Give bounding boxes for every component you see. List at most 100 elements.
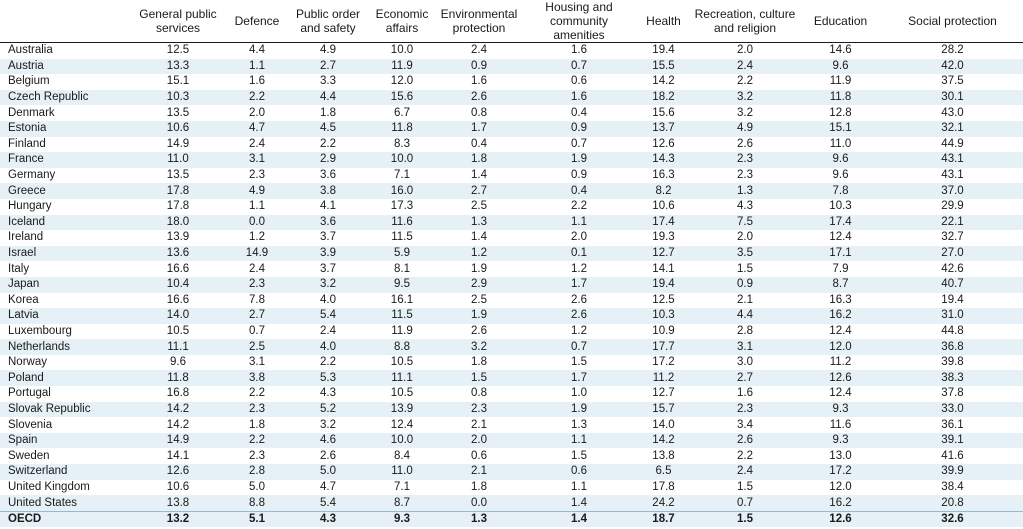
country-cell: Ireland [8, 231, 44, 244]
value-cell: 1.4 [522, 510, 636, 528]
value-cell: 11.6 [368, 214, 436, 231]
value-cell: 0.1 [522, 245, 636, 262]
value-cell: 2.0 [249, 106, 265, 119]
table-row: Slovak Republic 14.2 2.3 5.2 13.9 2.3 1.9 15.7 2… [0, 401, 1023, 418]
value-cell: 2.6 [737, 137, 753, 150]
value-cell: 10.3 [130, 89, 226, 106]
value-cell: 10.6 [652, 200, 675, 213]
value-cell: 4.9 [691, 120, 799, 137]
country-cell: Belgium [8, 75, 50, 88]
country-cell: Italy [8, 262, 30, 275]
value-cell: 0.6 [471, 449, 487, 462]
value-cell: 10.6 [130, 120, 226, 137]
table-row: Iceland 18.0 0.0 3.6 11.6 1.3 1.1 17.4 7.5 17.4 22… [0, 214, 1023, 231]
value-cell: 13.9 [368, 401, 436, 418]
value-cell: 2.9 [288, 152, 368, 168]
value-cell: 1.0 [571, 387, 587, 400]
value-cell: 1.8 [249, 418, 265, 431]
value-cell: 39.8 [941, 356, 964, 369]
value-cell: 2.7 [288, 58, 368, 75]
table-row: Portugal 16.8 2.2 4.3 10.5 0.8 1.0 12.7 1.6 12.4 3… [0, 386, 1023, 402]
value-cell: 0.0 [436, 495, 522, 512]
value-cell: 1.5 [436, 370, 522, 387]
value-cell: 2.0 [737, 44, 753, 57]
value-cell: 8.7 [368, 495, 436, 512]
value-cell: 7.5 [691, 214, 799, 231]
country-cell: Finland [8, 137, 46, 150]
value-cell: 4.9 [320, 44, 336, 57]
value-cell: 4.7 [226, 120, 288, 137]
value-cell: 32.1 [882, 120, 1023, 137]
value-cell: 14.9 [130, 432, 226, 449]
value-cell: 11.2 [829, 356, 852, 369]
value-cell: 10.5 [390, 356, 414, 369]
value-cell: 16.1 [390, 293, 414, 306]
value-cell: 3.1 [249, 356, 265, 369]
value-cell: 3.7 [320, 231, 336, 244]
value-cell: 16.3 [829, 293, 852, 306]
value-cell: 38.4 [941, 480, 964, 493]
value-cell: 37.5 [941, 75, 964, 88]
value-cell: 1.9 [522, 401, 636, 418]
value-cell: 2.5 [226, 339, 288, 355]
table-row: Estonia 10.6 4.7 4.5 11.8 1.7 0.9 13.7 4.9 15.1 32… [0, 120, 1023, 137]
table-row: Luxembourg 10.5 0.7 2.4 11.9 2.6 1.2 10.9 2.8 12.… [0, 324, 1023, 340]
value-cell: 15.1 [799, 120, 882, 137]
header-housing-and-community-amenities: Housing and community amenities [522, 0, 636, 43]
value-cell: 43.1 [941, 169, 964, 182]
value-cell: 12.6 [652, 137, 675, 150]
value-cell: 1.2 [249, 231, 265, 244]
value-cell: 7.1 [394, 169, 410, 182]
table-row: Spain 14.9 2.2 4.6 10.0 2.0 1.1 14.2 2.6 9.3 39.1 [0, 432, 1023, 449]
country-cell: Poland [0, 370, 130, 387]
value-cell: 12.0 [390, 75, 414, 88]
country-cell: Latvia [0, 308, 130, 324]
table-row: United States 13.8 8.8 5.4 8.7 0.0 1.4 24.2 0.7 1… [0, 495, 1023, 512]
country-cell: Austria [0, 58, 130, 75]
value-cell: 12.4 [829, 387, 852, 400]
value-cell: 27.0 [882, 245, 1023, 262]
value-cell: 11.2 [636, 370, 691, 387]
value-cell: 0.7 [522, 339, 636, 355]
value-cell: 13.3 [130, 58, 226, 75]
value-cell: 1.2 [571, 262, 587, 275]
value-cell: 1.6 [571, 44, 587, 57]
value-cell: 2.6 [522, 308, 636, 324]
value-cell: 3.8 [226, 370, 288, 387]
value-cell: 12.7 [636, 245, 691, 262]
country-cell: United Kingdom [8, 480, 90, 493]
value-cell: 17.4 [636, 214, 691, 231]
value-cell: 2.2 [737, 449, 753, 462]
value-cell: 32.7 [941, 231, 964, 244]
value-cell: 13.5 [166, 106, 190, 119]
value-cell: 13.8 [130, 495, 226, 512]
table-row: Israel 13.6 14.9 3.9 5.9 1.2 0.1 12.7 3.5 17.1 27.… [0, 245, 1023, 262]
value-cell: 14.6 [829, 44, 852, 57]
value-cell: 6.7 [394, 106, 410, 119]
value-cell: 1.4 [471, 169, 487, 182]
value-cell: 39.1 [882, 432, 1023, 449]
value-cell: 1.6 [249, 75, 265, 88]
value-cell: 11.0 [368, 464, 436, 480]
value-cell: 3.6 [320, 169, 336, 182]
value-cell: 31.0 [882, 308, 1023, 324]
value-cell: 22.1 [882, 214, 1023, 231]
value-cell: 0.6 [522, 464, 636, 480]
value-cell: 3.9 [288, 245, 368, 262]
country-cell: Israel [0, 245, 130, 262]
header-recreation-culture-religion: Recreation, culture and religion [691, 0, 799, 43]
value-cell: 9.3 [368, 510, 436, 528]
value-cell: 3.2 [436, 339, 522, 355]
country-cell: Spain [0, 432, 130, 449]
table-row: Slovenia 14.2 1.8 3.2 12.4 2.1 1.3 14.0 3.4 11.6 3… [0, 417, 1023, 433]
value-cell: 12.4 [829, 231, 852, 244]
value-cell: 3.7 [320, 262, 336, 275]
value-cell: 15.1 [166, 75, 190, 88]
value-cell: 0.7 [522, 58, 636, 75]
value-cell: 40.7 [882, 276, 1023, 293]
value-cell: 4.0 [288, 339, 368, 355]
country-cell: Korea [8, 293, 39, 306]
value-cell: 43.1 [882, 152, 1023, 168]
value-cell: 2.3 [226, 401, 288, 418]
header-row: General public services Defence Public o… [0, 0, 1023, 43]
